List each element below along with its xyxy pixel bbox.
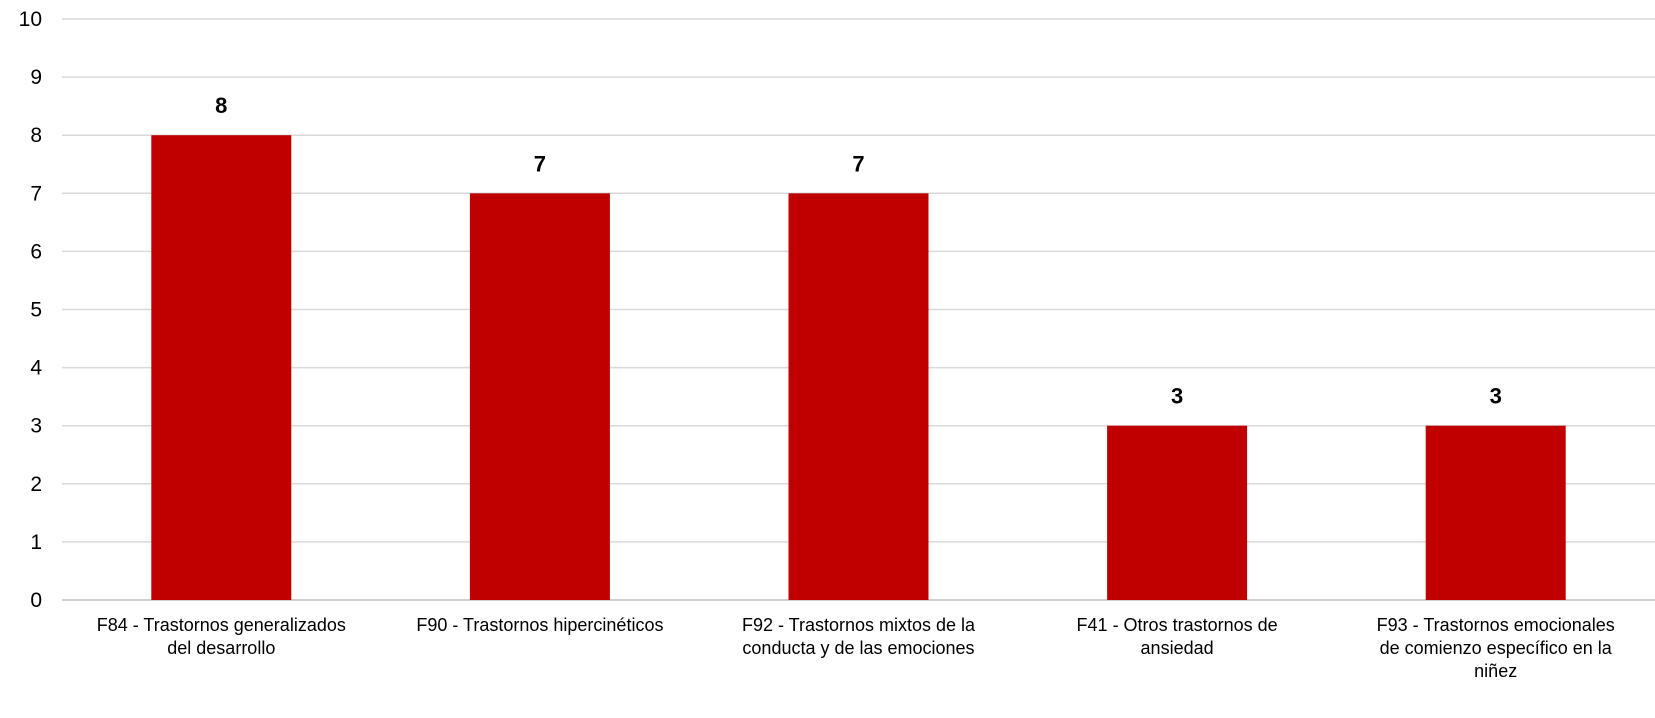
y-tick-label: 8: [30, 124, 42, 147]
category-label: F84 - Trastornos generalizados del desarr…: [97, 615, 346, 658]
y-tick-label: 4: [30, 357, 42, 380]
category-label: F93 - Trastornos emocionales de comienzo …: [1377, 615, 1615, 681]
category-label-line: F90 - Trastornos hipercinéticos: [416, 615, 663, 635]
data-label: 3: [1171, 384, 1183, 409]
category-label: F92 - Trastornos mixtos de la conducta y …: [742, 615, 976, 658]
bar: [1107, 425, 1248, 600]
category-label-line: F41 - Otros trastornos de: [1077, 615, 1278, 635]
y-tick-label: 3: [30, 415, 42, 438]
category-label-line: F92 - Trastornos mixtos de la: [742, 615, 976, 635]
y-tick-label: 2: [30, 473, 42, 496]
data-label: 7: [852, 151, 864, 176]
category-label: F90 - Trastornos hipercinéticos: [416, 615, 663, 635]
data-label: 7: [534, 151, 546, 176]
category-label: F41 - Otros trastornos de ansiedad: [1077, 615, 1278, 658]
data-label: 8: [215, 93, 227, 118]
bar: [788, 193, 929, 601]
y-tick-label: 9: [30, 66, 42, 89]
category-label-line: del desarrollo: [167, 638, 275, 658]
data-label: 3: [1490, 384, 1502, 409]
category-label-line: conducta y de las emociones: [742, 638, 974, 658]
category-label-line: F93 - Trastornos emocionales: [1377, 615, 1615, 635]
category-label-line: F84 - Trastornos generalizados: [97, 615, 346, 635]
y-tick-label: 6: [30, 240, 42, 263]
category-label-line: niñez: [1474, 661, 1517, 681]
y-axis-tick-labels: 0 1 2 3 4 5 6 7 8 9 10: [19, 8, 43, 612]
y-tick-label: 7: [30, 182, 42, 205]
y-tick-label: 1: [30, 531, 42, 554]
data-labels: 8 7 7 3 3: [215, 93, 1502, 409]
bar: [1425, 425, 1566, 600]
x-axis-category-labels: F84 - Trastornos generalizados del desarr…: [97, 615, 1615, 681]
category-label-line: de comienzo específico en la: [1380, 638, 1613, 658]
bar: [469, 193, 610, 601]
bar: [151, 135, 292, 600]
bars: [151, 135, 1566, 601]
y-tick-label: 0: [30, 589, 42, 612]
category-label-line: ansiedad: [1141, 638, 1214, 658]
y-tick-label: 5: [30, 299, 42, 322]
y-tick-label: 10: [19, 8, 42, 31]
